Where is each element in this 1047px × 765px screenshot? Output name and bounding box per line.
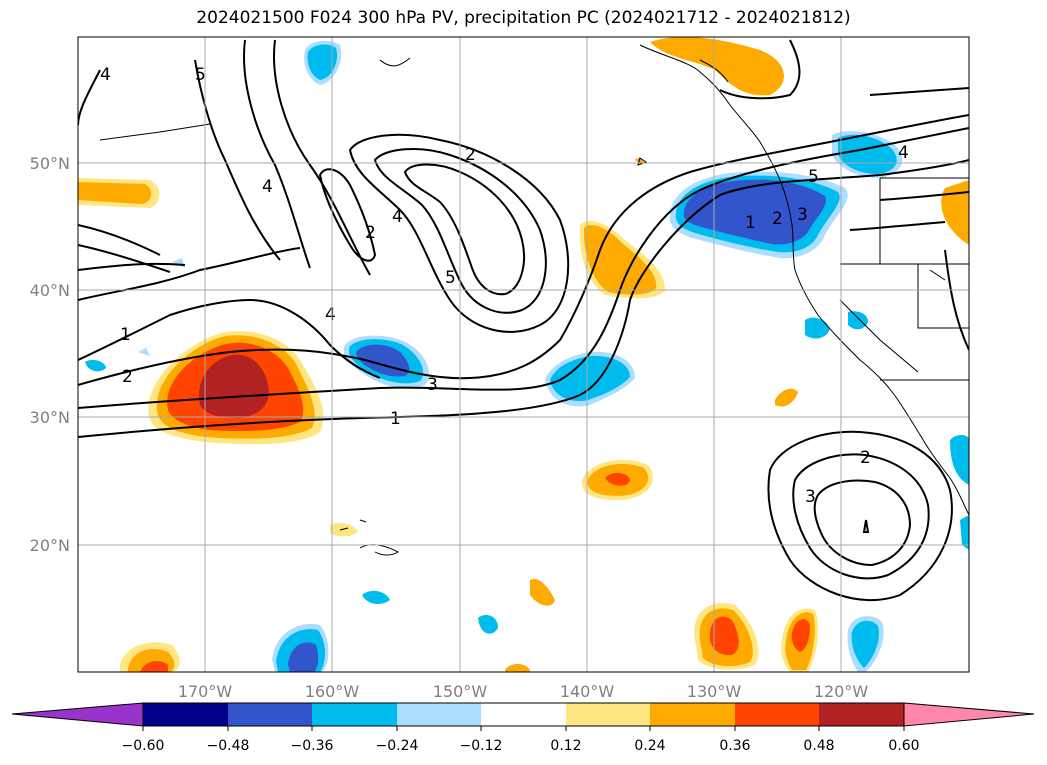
contour-label: 4 bbox=[325, 305, 336, 325]
contour-label: 5 bbox=[445, 268, 456, 288]
contour-label: 2 bbox=[860, 448, 871, 468]
contour-label: 2 bbox=[465, 145, 476, 165]
lat-label-40n: 40°N bbox=[30, 281, 70, 300]
contour-label: 5 bbox=[808, 167, 819, 187]
contour-label: 3 bbox=[427, 375, 438, 395]
lon-label-120w: 120°W bbox=[814, 682, 869, 701]
lon-label-130w: 130°W bbox=[687, 682, 742, 701]
lon-label-160w: 160°W bbox=[305, 682, 360, 701]
contour-label: 2 bbox=[772, 209, 783, 229]
precip-shading bbox=[78, 37, 969, 672]
contour-label: 4 bbox=[392, 207, 403, 227]
colorbar-segment bbox=[650, 703, 735, 726]
contour-label: 4 bbox=[100, 65, 111, 85]
colorbar-tick-label: 0.60 bbox=[888, 738, 919, 754]
colorbar-tick-label: −0.12 bbox=[460, 738, 503, 754]
colorbar-segment bbox=[735, 703, 819, 726]
colorbar-extend-high bbox=[903, 702, 1035, 727]
colorbar-extend-low bbox=[11, 702, 144, 727]
map-frame bbox=[77, 36, 970, 673]
colorbar-tick-label: −0.24 bbox=[376, 738, 419, 754]
contour-label: 1 bbox=[390, 409, 401, 429]
contour-label: 2 bbox=[365, 223, 376, 243]
colorbar-tick-label: −0.60 bbox=[122, 738, 165, 754]
colorbar-tick-label: 0.24 bbox=[634, 738, 665, 754]
contour-label: 5 bbox=[195, 65, 206, 85]
map-title: 2024021500 F024 300 hPa PV, precipitatio… bbox=[196, 8, 851, 28]
contour-label: 3 bbox=[797, 205, 808, 225]
colorbar-segment bbox=[397, 703, 481, 726]
colorbar-segment bbox=[228, 703, 312, 726]
lat-label-50n: 50°N bbox=[30, 154, 70, 173]
contour-label: 4 bbox=[262, 177, 273, 197]
lat-label-30n: 30°N bbox=[30, 408, 70, 427]
lon-label-150w: 150°W bbox=[433, 682, 488, 701]
contour-label: 2 bbox=[122, 367, 133, 387]
colorbar-segment bbox=[819, 703, 904, 726]
colorbar-tick-label: 0.36 bbox=[719, 738, 750, 754]
lon-label-170w: 170°W bbox=[178, 682, 233, 701]
colorbar-tick-label: 0.48 bbox=[803, 738, 834, 754]
contour-label: 4 bbox=[898, 143, 909, 163]
graticule bbox=[78, 37, 969, 672]
colorbar-segment bbox=[143, 703, 228, 726]
colorbar: −0.60 −0.48 −0.36 −0.24 −0.12 0.12 0.24 … bbox=[11, 702, 1035, 754]
contour-label: 1 bbox=[745, 213, 756, 233]
colorbar-tick-label: −0.48 bbox=[207, 738, 250, 754]
latitude-labels: 50°N 40°N 30°N 20°N bbox=[30, 154, 70, 555]
colorbar-tick-label: 0.12 bbox=[550, 738, 581, 754]
colorbar-tick-label: −0.36 bbox=[291, 738, 334, 754]
contour-label: 1 bbox=[120, 325, 131, 345]
lon-label-140w: 140°W bbox=[560, 682, 615, 701]
pv-contours bbox=[78, 39, 969, 602]
lat-label-20n: 20°N bbox=[30, 536, 70, 555]
colorbar-ticks bbox=[142, 726, 905, 731]
colorbar-segment bbox=[312, 703, 397, 726]
contour-label: 3 bbox=[805, 487, 816, 507]
colorbar-segment bbox=[566, 703, 650, 726]
contour-labels: 4 5 4 2 2 4 5 1 2 4 3 1 1 2 3 4 5 2 3 bbox=[100, 65, 909, 507]
colorbar-segment bbox=[481, 703, 566, 726]
longitude-labels: 170°W 160°W 150°W 140°W 130°W 120°W bbox=[178, 682, 869, 701]
colorbar-frame bbox=[142, 702, 905, 727]
coastlines bbox=[99, 44, 969, 556]
